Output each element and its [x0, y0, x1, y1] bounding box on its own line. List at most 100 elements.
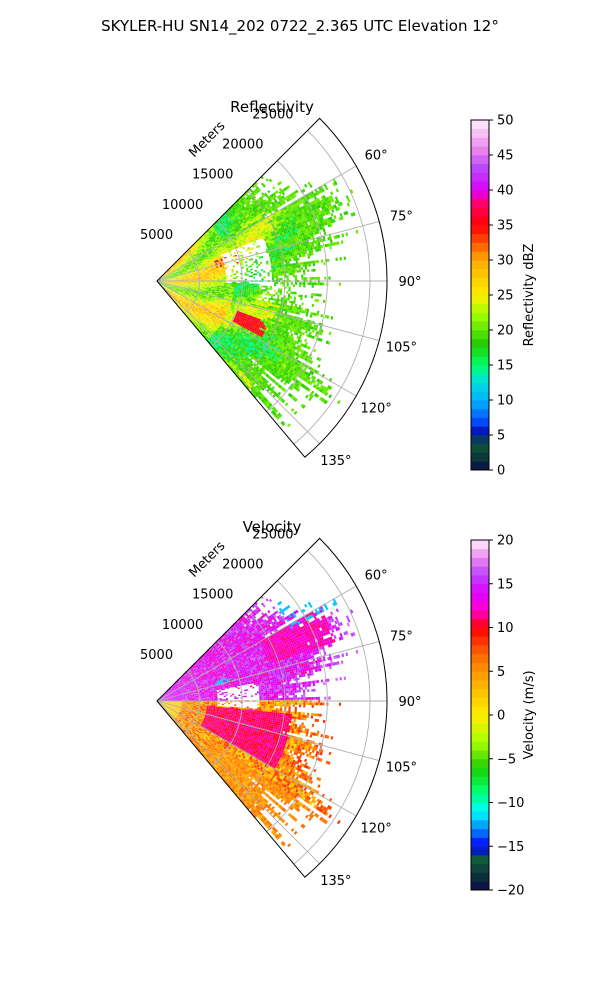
radar-gate [186, 264, 189, 267]
radar-gate [176, 263, 179, 266]
radar-gate [287, 184, 291, 189]
radar-gate [165, 273, 168, 275]
radar-gate [251, 218, 255, 221]
radar-gate [254, 185, 258, 189]
radar-gate [239, 196, 243, 200]
radar-gate [301, 199, 305, 203]
radar-gate [223, 213, 227, 216]
radar-gate [200, 282, 203, 283]
radar-gate [240, 227, 243, 231]
radar-gate [213, 281, 216, 283]
radar-gate [259, 289, 262, 291]
radar-gate [273, 265, 276, 268]
radar-gate [163, 274, 166, 277]
radar-gate [298, 294, 301, 298]
radar-gate [192, 282, 195, 284]
radar-gate [279, 203, 283, 207]
radar-gate [315, 293, 318, 297]
radar-gate [328, 276, 331, 280]
radar-gate [279, 290, 283, 293]
radar-gate [338, 282, 341, 286]
radar-gate [234, 216, 238, 220]
radar-gate [195, 259, 198, 261]
radar-gate [178, 259, 181, 262]
radar-gate [312, 260, 315, 264]
radar-gate [277, 204, 281, 208]
radar-gate [183, 255, 186, 258]
radar-gate [161, 275, 164, 278]
radar-gate [165, 273, 168, 275]
radar-gate [311, 329, 315, 333]
radar-gate [294, 265, 297, 268]
radar-gate [190, 248, 193, 251]
radar-gate [199, 249, 202, 251]
radar-gate [279, 267, 282, 270]
radar-gate [231, 273, 235, 276]
radar-gate [225, 224, 228, 227]
radar-gate [234, 223, 238, 226]
radar-gate [285, 186, 289, 190]
radar-gate [257, 223, 261, 227]
radar-gate [297, 201, 301, 205]
radar-gate [233, 237, 237, 240]
radar-gate [246, 257, 249, 260]
radar-gate [236, 287, 239, 289]
radar-gate [230, 285, 233, 287]
radar-gate [210, 246, 213, 249]
radar-gate [244, 211, 248, 215]
radar-gate [256, 199, 260, 203]
radar-gate [245, 193, 249, 197]
radar-gate [217, 234, 220, 237]
radar-gate [229, 219, 232, 222]
radar-gate [247, 205, 251, 209]
radar-gate [167, 269, 170, 272]
radar-gate [160, 277, 162, 279]
radar-gate [263, 199, 267, 203]
radar-gate [223, 285, 226, 287]
radar-gate [262, 200, 266, 204]
radar-gate [284, 302, 287, 305]
radar-gate [225, 221, 229, 225]
radar-gate [270, 197, 274, 201]
radar-gate [227, 214, 230, 217]
radar-gate [233, 221, 237, 225]
radar-gate [293, 301, 296, 304]
radar-gate [179, 260, 182, 263]
radar-gate [172, 265, 175, 268]
radar-gate [281, 210, 285, 214]
radar-gate [232, 234, 235, 237]
radar-gate [269, 211, 273, 215]
radar-gate [202, 242, 205, 245]
radar-gate [200, 281, 203, 283]
radar-gate [306, 261, 309, 265]
radar-gate [325, 186, 329, 191]
radar-gate [246, 284, 249, 287]
radar-gate [238, 220, 241, 224]
radar-gate [258, 296, 261, 299]
radar-gate [246, 281, 249, 284]
radar-gate [233, 208, 237, 211]
radar-gate [209, 282, 212, 284]
radar-gate [261, 214, 265, 218]
radar-gate [247, 294, 251, 297]
radar-gate [252, 286, 256, 289]
radar-gate [181, 267, 183, 269]
radar-gate [189, 257, 192, 260]
radar-gate [265, 194, 269, 198]
radar-gate [290, 282, 293, 285]
radar-gate [315, 191, 320, 196]
radar-gate [314, 260, 317, 264]
radar-gate [185, 258, 188, 261]
radar-gate [184, 282, 187, 283]
radar-gate [238, 213, 241, 217]
radar-gate [180, 263, 183, 265]
radar-gate [248, 289, 251, 292]
radar-gate [200, 250, 203, 253]
radar-gate [287, 261, 290, 264]
radar-gate [276, 282, 279, 285]
radar-gate [258, 213, 262, 217]
radar-gate [162, 276, 164, 278]
radar-gate [233, 291, 236, 293]
radar-gate [232, 265, 236, 268]
radar-gate [302, 269, 306, 273]
